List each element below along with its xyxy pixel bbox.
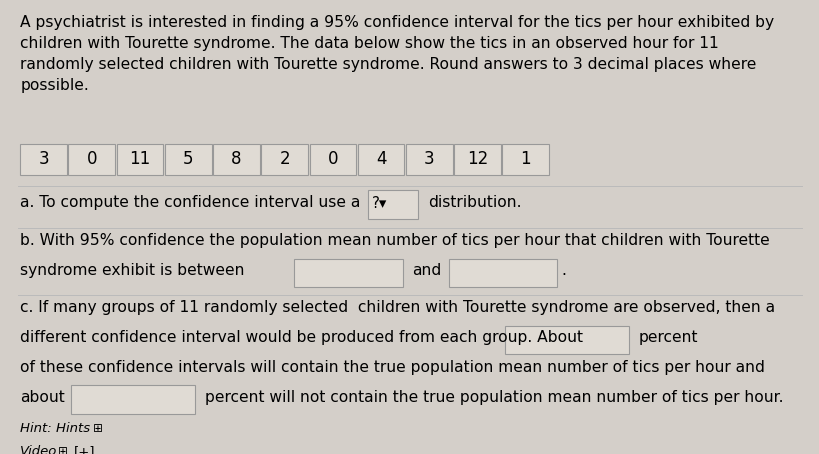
Text: .: . xyxy=(560,263,565,278)
Text: ⊞: ⊞ xyxy=(93,422,102,435)
Text: 5: 5 xyxy=(183,150,193,168)
FancyBboxPatch shape xyxy=(448,259,556,287)
Text: distribution.: distribution. xyxy=(428,195,521,210)
Text: Video: Video xyxy=(20,444,57,454)
Text: percent: percent xyxy=(638,330,698,345)
Text: 3: 3 xyxy=(423,150,434,168)
Text: 2: 2 xyxy=(279,150,290,168)
Text: [+]: [+] xyxy=(74,444,96,454)
FancyBboxPatch shape xyxy=(357,144,404,175)
Text: 12: 12 xyxy=(466,150,487,168)
Text: of these confidence intervals will contain the true population mean number of ti: of these confidence intervals will conta… xyxy=(20,360,764,375)
FancyBboxPatch shape xyxy=(116,144,163,175)
FancyBboxPatch shape xyxy=(294,259,402,287)
FancyBboxPatch shape xyxy=(70,385,195,414)
FancyBboxPatch shape xyxy=(20,144,67,175)
FancyBboxPatch shape xyxy=(505,326,629,354)
Text: 1: 1 xyxy=(520,150,531,168)
Text: 11: 11 xyxy=(129,150,151,168)
FancyBboxPatch shape xyxy=(368,191,418,218)
FancyBboxPatch shape xyxy=(165,144,211,175)
FancyBboxPatch shape xyxy=(213,144,260,175)
Text: Hint: Hints: Hint: Hints xyxy=(20,422,90,435)
Text: A psychiatrist is interested in finding a 95% confidence interval for the tics p: A psychiatrist is interested in finding … xyxy=(20,15,773,93)
Text: ⊞: ⊞ xyxy=(58,444,68,454)
FancyBboxPatch shape xyxy=(454,144,500,175)
FancyBboxPatch shape xyxy=(502,144,549,175)
Text: a. To compute the confidence interval use a: a. To compute the confidence interval us… xyxy=(20,195,360,210)
Text: syndrome exhibit is between: syndrome exhibit is between xyxy=(20,263,244,278)
Text: percent will not contain the true population mean number of tics per hour.: percent will not contain the true popula… xyxy=(205,390,783,405)
Text: 0: 0 xyxy=(328,150,337,168)
FancyBboxPatch shape xyxy=(405,144,452,175)
Text: different confidence interval would be produced from each group. About: different confidence interval would be p… xyxy=(20,330,582,345)
FancyBboxPatch shape xyxy=(310,144,355,175)
Text: ?▾: ?▾ xyxy=(372,196,387,211)
Text: 0: 0 xyxy=(87,150,97,168)
FancyBboxPatch shape xyxy=(261,144,308,175)
Text: about: about xyxy=(20,390,65,405)
Text: 4: 4 xyxy=(375,150,386,168)
Text: b. With 95% confidence the population mean number of tics per hour that children: b. With 95% confidence the population me… xyxy=(20,232,769,247)
FancyBboxPatch shape xyxy=(69,144,115,175)
Text: and: and xyxy=(412,263,441,278)
Text: c. If many groups of 11 randomly selected  children with Tourette syndrome are o: c. If many groups of 11 randomly selecte… xyxy=(20,300,775,315)
Text: 8: 8 xyxy=(231,150,242,168)
Text: 3: 3 xyxy=(38,150,49,168)
